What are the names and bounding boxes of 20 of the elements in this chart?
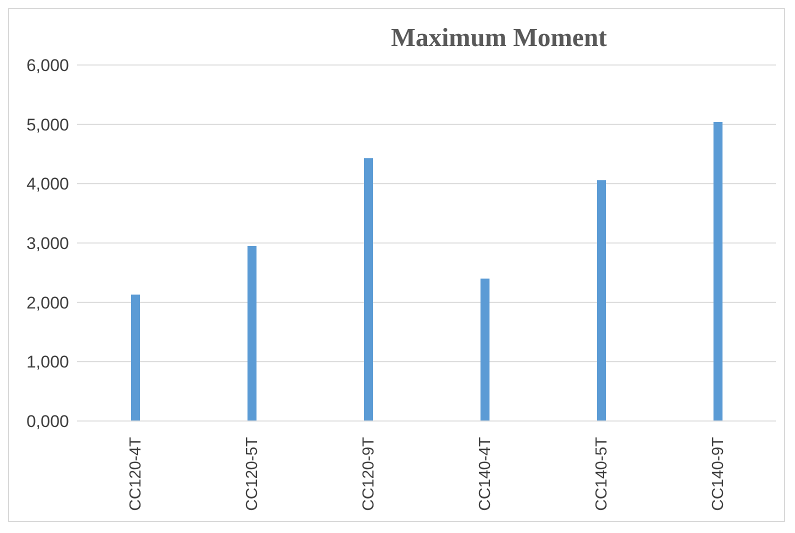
y-tick-label: 2,000: [26, 293, 69, 312]
bar: [131, 294, 140, 421]
bar: [714, 122, 722, 421]
chart-title: Maximum Moment: [390, 23, 608, 53]
x-tick-label: CC120-5T: [244, 436, 262, 511]
bar: [364, 158, 373, 421]
x-tick-label: CC140-4T: [477, 436, 494, 511]
bar: [597, 180, 606, 421]
y-tick-label: 4,000: [26, 174, 69, 194]
bar: [480, 278, 490, 421]
y-tick-label: 3,000: [26, 234, 69, 254]
x-tick-label: CC120-4T: [128, 436, 145, 511]
x-tick-label: CC140-5T: [594, 436, 611, 511]
x-tick-label: CC140-9T: [710, 436, 728, 511]
y-tick-label: 6,000: [26, 56, 69, 76]
x-tick-label: CC120-9T: [360, 436, 378, 511]
y-tick-label: 1,000: [26, 352, 69, 372]
y-tick-label: 0,000: [26, 412, 69, 432]
bar: [248, 246, 256, 421]
y-tick-label: 5,000: [26, 115, 69, 134]
